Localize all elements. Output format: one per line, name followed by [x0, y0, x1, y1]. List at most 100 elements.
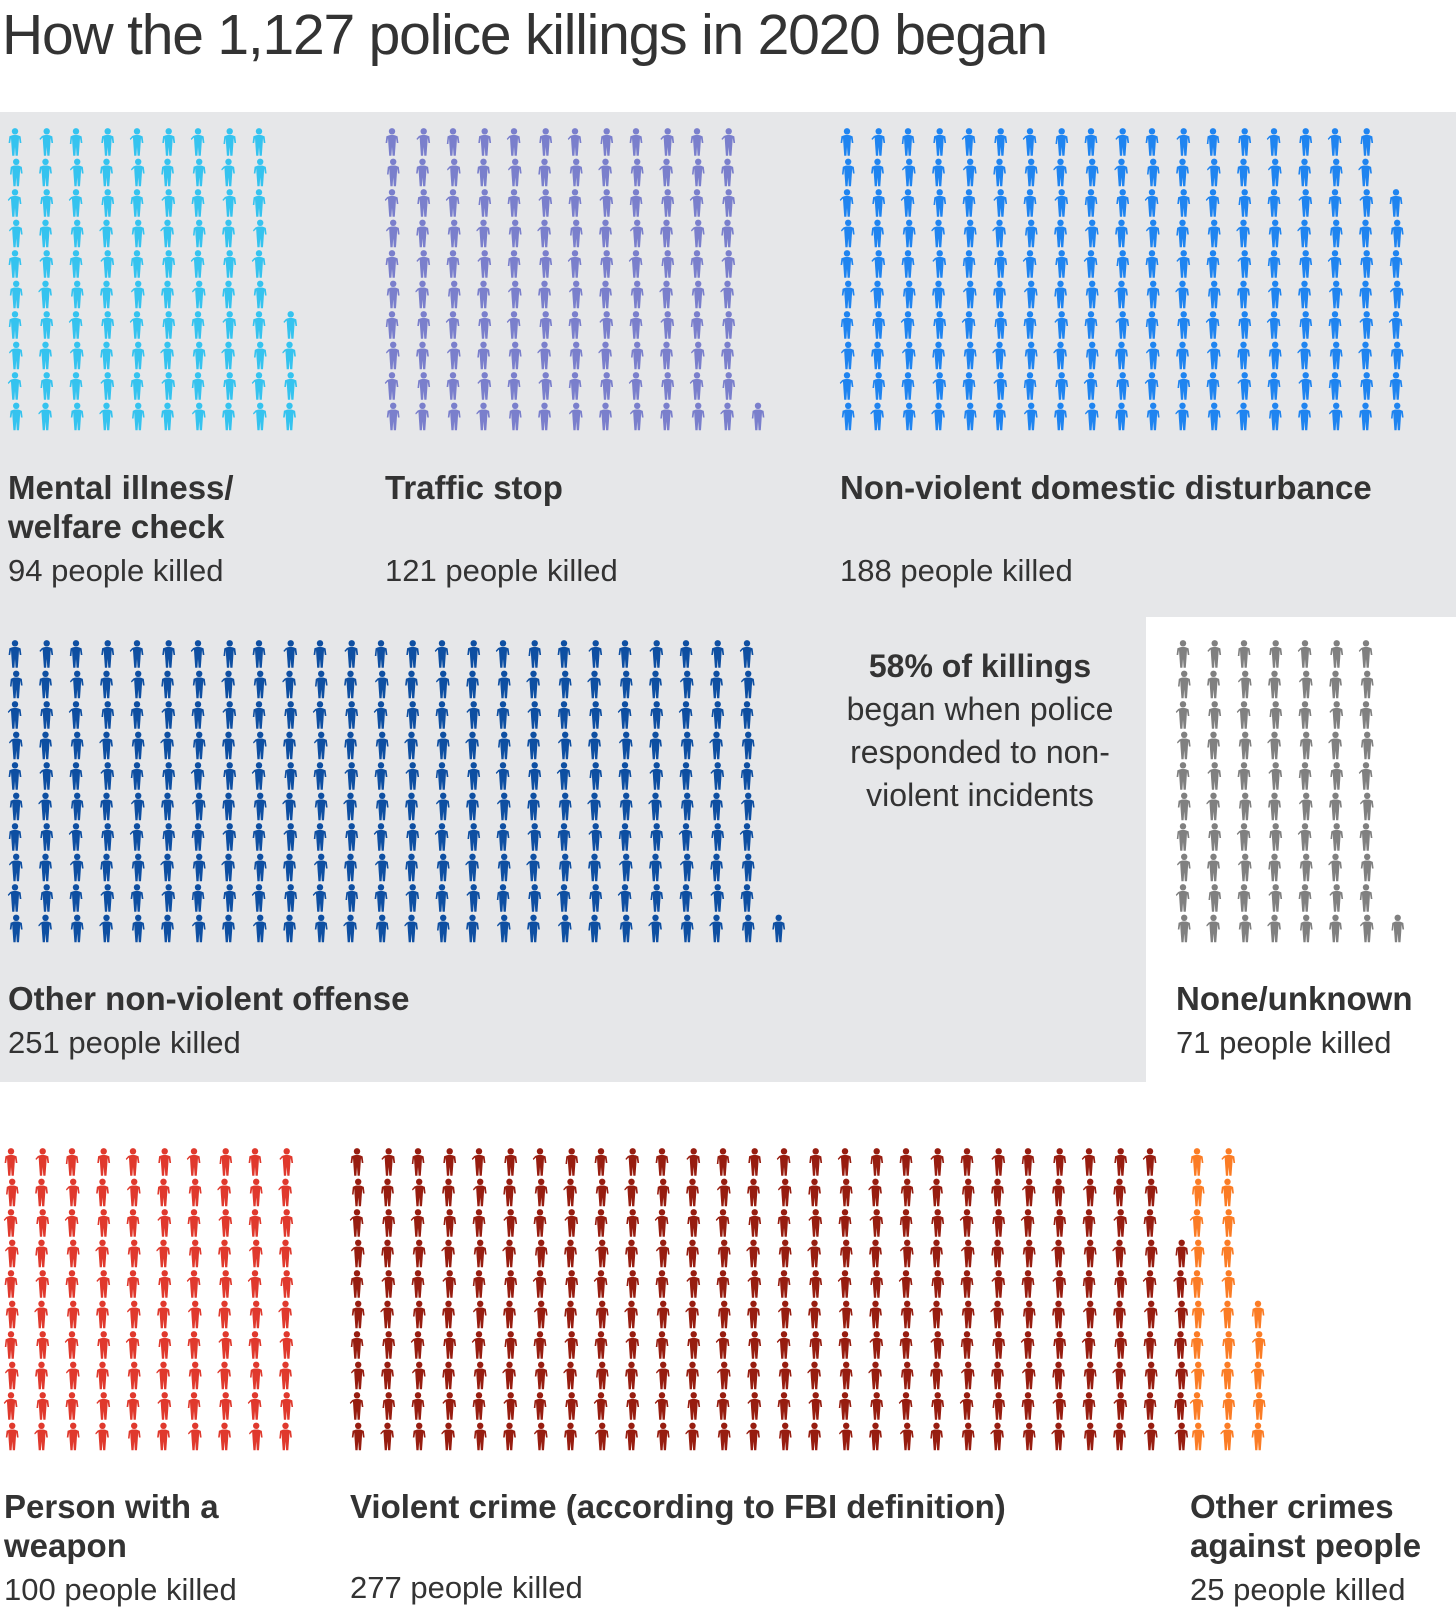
person-icon	[188, 1361, 202, 1390]
person-icon	[1021, 1270, 1035, 1298]
person-icon	[131, 219, 145, 248]
person-icon	[539, 128, 553, 156]
person-icon	[871, 250, 886, 278]
person-icon	[901, 372, 915, 400]
person-icon	[5, 1422, 19, 1451]
person-icon	[415, 402, 429, 431]
person-icon	[504, 1331, 518, 1359]
person-icon	[685, 1300, 699, 1329]
person-icon	[872, 189, 886, 217]
person-icon	[386, 341, 400, 370]
person-icon	[600, 250, 614, 278]
person-icon	[619, 731, 633, 760]
person-icon	[283, 914, 296, 943]
person-icon	[373, 823, 388, 851]
person-icon	[219, 1148, 233, 1176]
person-icon	[1358, 640, 1373, 668]
person-icon	[1085, 402, 1099, 431]
person-icon	[386, 402, 400, 431]
person-icon	[1023, 1300, 1036, 1329]
person-icon	[1055, 250, 1069, 278]
person-icon	[1174, 1392, 1187, 1420]
person-icon	[1236, 402, 1250, 431]
label-violent: Violent crime (according to FBI definiti…	[350, 1488, 1006, 1525]
person-icon	[778, 1239, 792, 1268]
person-icon	[9, 853, 23, 882]
person-icon	[1269, 640, 1283, 668]
person-icon	[680, 914, 694, 943]
callout-text: began when police responded to non-viole…	[846, 691, 1114, 813]
person-icon	[70, 670, 84, 699]
person-icon	[869, 1300, 882, 1329]
person-icon	[223, 128, 237, 156]
person-icon	[313, 762, 327, 790]
person-icon	[248, 1148, 262, 1176]
person-icon	[689, 372, 704, 400]
person-icon	[282, 341, 296, 370]
person-icon	[656, 1361, 670, 1390]
person-icon	[252, 701, 266, 729]
person-icon	[39, 128, 54, 156]
person-icon	[902, 219, 916, 248]
person-icon	[413, 1300, 426, 1329]
person-icon	[376, 792, 389, 821]
person-icon	[630, 219, 644, 248]
person-icon	[381, 1148, 396, 1176]
person-icon	[588, 731, 601, 760]
person-icon	[3, 1392, 18, 1420]
person-icon	[1083, 1300, 1097, 1329]
person-icon	[993, 189, 1008, 217]
person-icon	[351, 1361, 365, 1390]
person-icon	[620, 670, 633, 699]
person-icon	[691, 280, 705, 309]
person-icon	[503, 1209, 518, 1237]
person-icon	[1022, 1178, 1036, 1207]
person-icon	[1222, 1331, 1236, 1359]
person-icon	[740, 701, 754, 729]
person-icon	[900, 1422, 914, 1451]
person-icon	[1144, 1300, 1158, 1329]
person-icon	[1082, 1270, 1096, 1298]
person-icon	[1207, 158, 1221, 187]
person-icon	[132, 914, 145, 943]
person-icon	[1113, 1209, 1128, 1237]
person-icon	[434, 640, 449, 668]
person-icon	[656, 1300, 670, 1329]
person-icon	[992, 1209, 1006, 1237]
person-icon	[1142, 1270, 1157, 1298]
person-icon	[595, 1239, 609, 1268]
person-icon	[350, 1331, 364, 1359]
person-icon	[1083, 250, 1098, 278]
person-icon	[1359, 823, 1373, 851]
person-icon	[929, 1300, 943, 1329]
person-icon	[1116, 250, 1130, 278]
person-icon	[962, 250, 976, 278]
person-icon	[1176, 823, 1190, 851]
person-icon	[807, 1361, 821, 1390]
person-icon	[473, 1178, 487, 1207]
person-icon	[533, 1331, 547, 1359]
person-icon	[498, 731, 511, 760]
person-icon	[222, 701, 237, 729]
person-icon	[126, 1209, 140, 1237]
person-icon	[930, 1422, 943, 1451]
person-icon	[131, 853, 145, 882]
person-icon	[345, 701, 359, 729]
person-icon	[8, 823, 22, 851]
person-icon	[313, 823, 327, 851]
person-icon	[618, 762, 632, 790]
person-icon	[841, 219, 855, 248]
person-icon	[193, 731, 206, 760]
person-icon	[448, 280, 461, 309]
person-icon	[528, 762, 542, 790]
person-icon	[747, 1178, 760, 1207]
person-icon	[101, 128, 115, 156]
person-icon	[279, 1331, 294, 1359]
person-icon	[161, 402, 174, 431]
person-icon	[101, 311, 115, 339]
person-icon	[65, 1148, 79, 1176]
person-icon	[39, 341, 52, 370]
person-icon	[661, 250, 675, 278]
person-icon	[1051, 1239, 1065, 1268]
person-icon	[404, 914, 418, 943]
